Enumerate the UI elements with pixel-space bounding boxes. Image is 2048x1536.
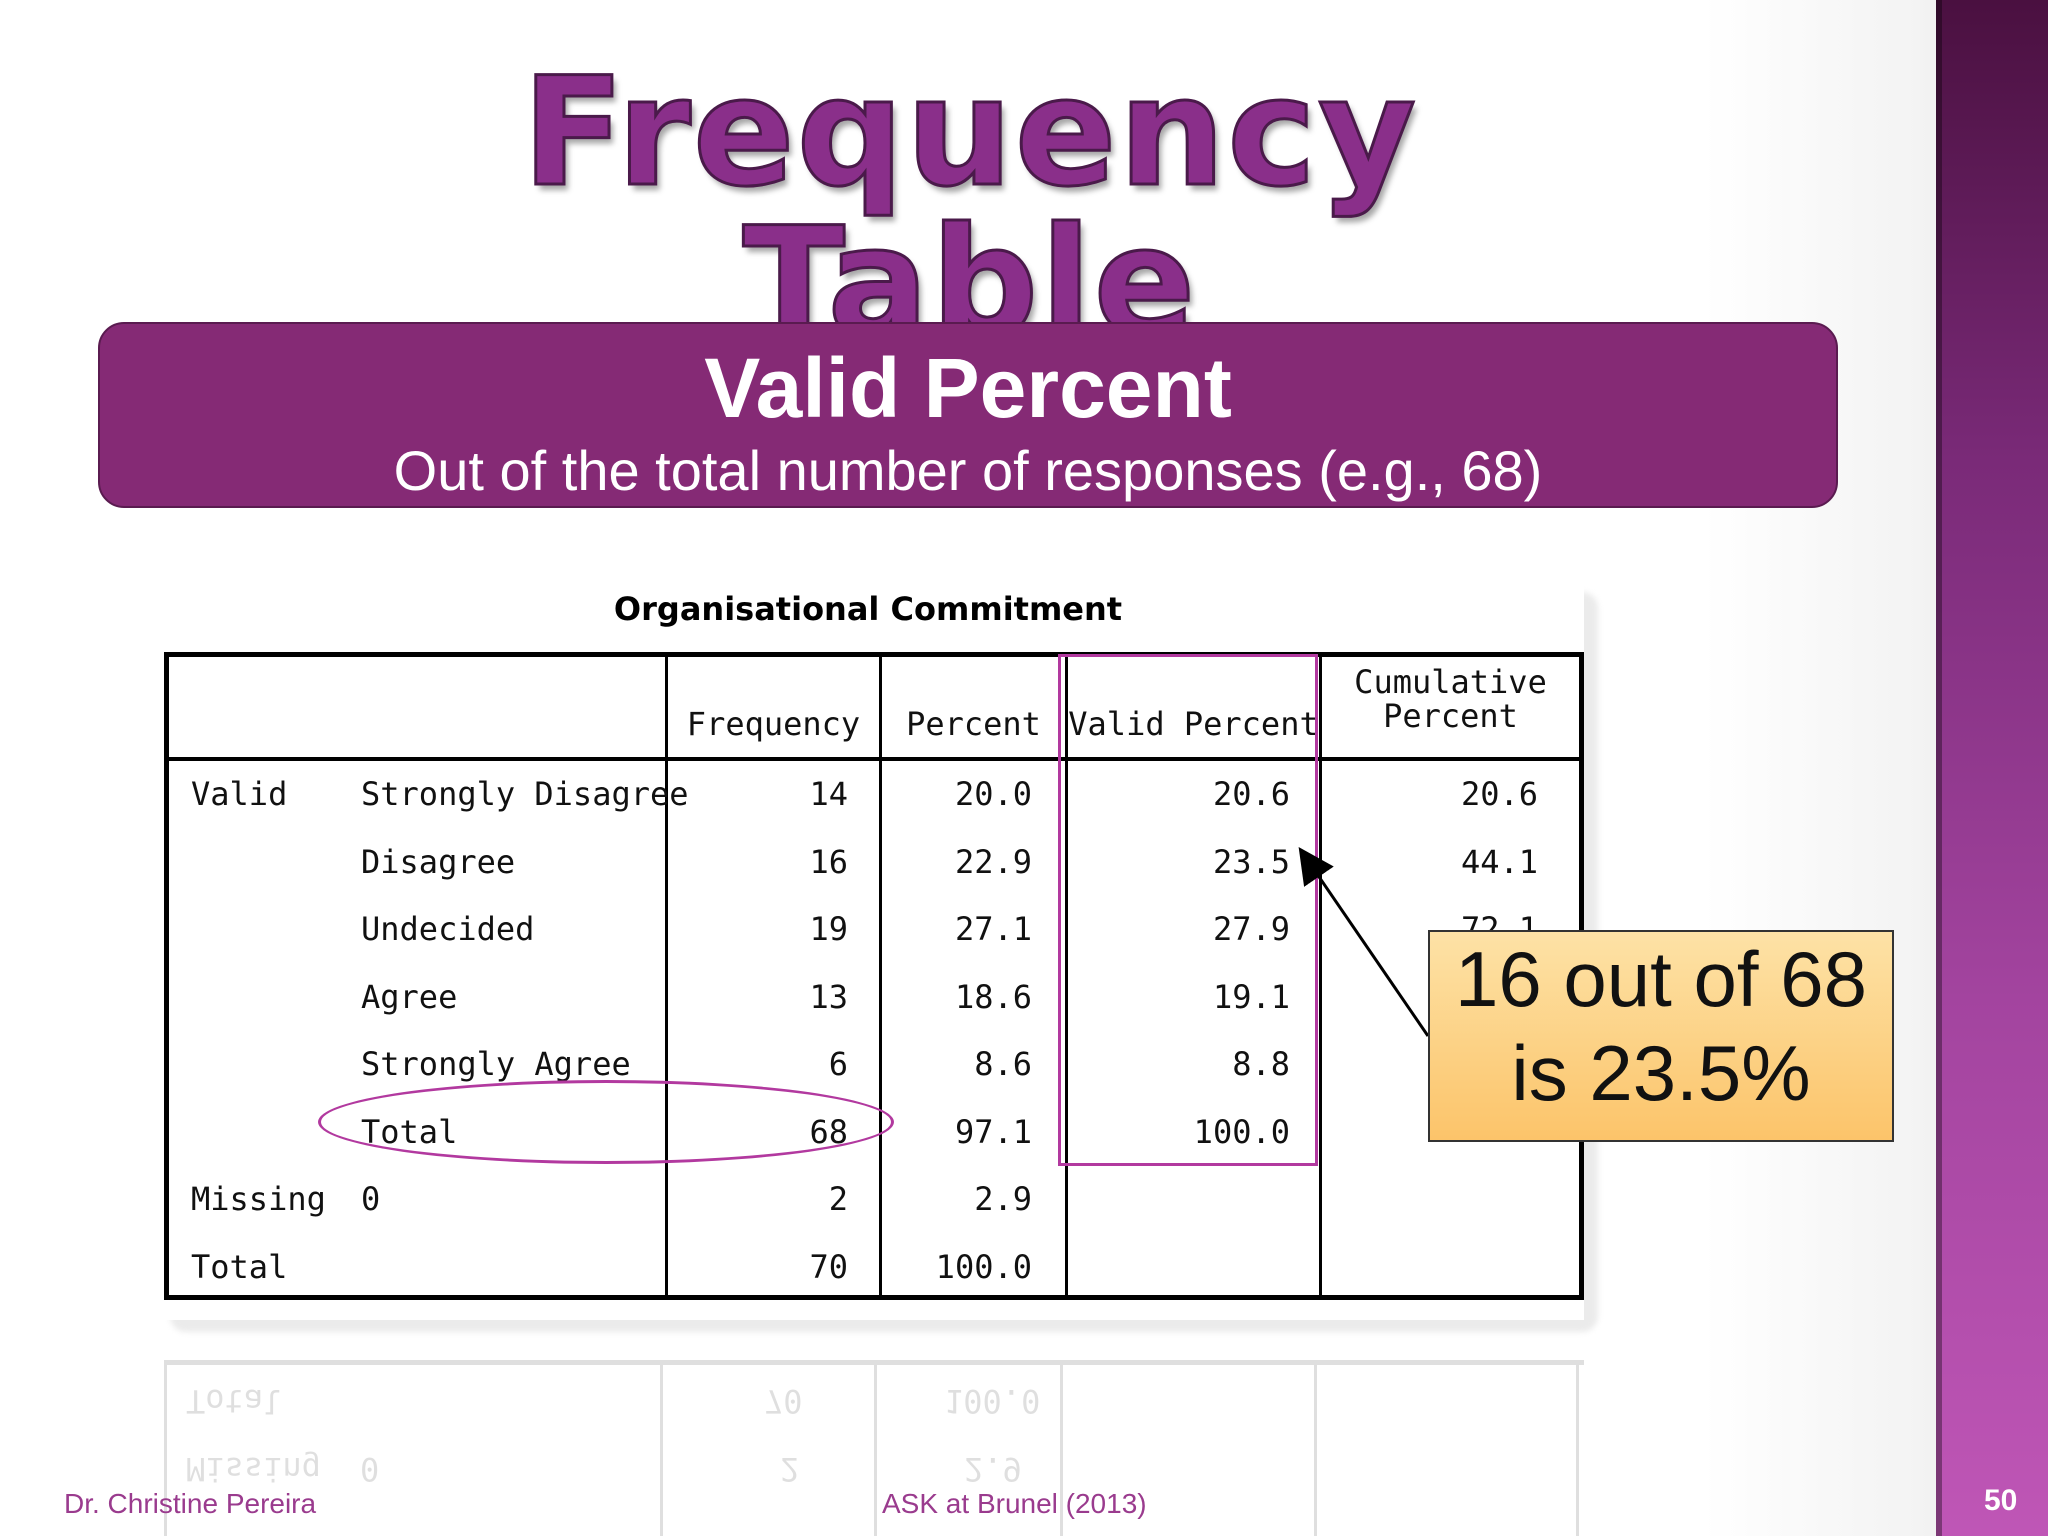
cell-label: Agree bbox=[361, 977, 458, 1016]
cell-cumulative-percent bbox=[1322, 1174, 1538, 1224]
cell-valid-percent: 27.9 bbox=[1212, 910, 1290, 948]
header-cumulative-line2: Percent bbox=[1383, 697, 1518, 735]
cell-valid-percent: 23.5 bbox=[1212, 842, 1290, 881]
cell-label: 0 bbox=[361, 1180, 381, 1218]
cell-cumulative-percent: 44.1 bbox=[1460, 842, 1538, 881]
reflection-total-frequency: 70 bbox=[764, 1382, 803, 1420]
reflection-missing-frequency: 2 bbox=[780, 1450, 800, 1488]
header-cumulative-percent: Cumulative Percent bbox=[1322, 657, 1579, 757]
cell-percent: 18.6 bbox=[954, 977, 1032, 1016]
cell-group bbox=[191, 1039, 351, 1089]
cell-valid-percent: 19.1 bbox=[1212, 977, 1290, 1016]
reflection-total-label: Total bbox=[186, 1382, 283, 1420]
cell-group bbox=[191, 972, 351, 1022]
cell-percent: 97.1 bbox=[954, 1112, 1032, 1151]
cell-percent: 20.0 bbox=[954, 775, 1032, 813]
callout-line1: 16 out of 68 bbox=[1454, 935, 1867, 1023]
cell-percent: 27.1 bbox=[954, 910, 1032, 948]
reflection-missing-percent: 2.9 bbox=[964, 1450, 1022, 1488]
cell-valid-percent: 100.0 bbox=[1193, 1112, 1290, 1151]
cell-cumulative-percent: 20.6 bbox=[1460, 775, 1538, 813]
cell-label: Strongly Disagree bbox=[361, 775, 689, 813]
reflection-total-percent: 100.0 bbox=[944, 1382, 1041, 1420]
banner-title: Valid Percent bbox=[704, 341, 1232, 435]
total-row-highlight-ellipse bbox=[318, 1080, 894, 1164]
header-frequency: Frequency bbox=[686, 705, 861, 743]
cell-label: Strongly Agree bbox=[361, 1045, 631, 1083]
cell-frequency: 13 bbox=[809, 977, 848, 1016]
table-reflection: Total 70 100.0 Missing 0 2 2.9 bbox=[164, 1360, 1584, 1536]
footer-source: ASK at Brunel (2013) bbox=[882, 1488, 1147, 1519]
valid-percent-banner: Valid Percent Out of the total number of… bbox=[98, 322, 1838, 508]
reflection-divider bbox=[164, 1360, 167, 1536]
cell-label bbox=[361, 1242, 661, 1292]
column-divider bbox=[665, 657, 668, 1295]
reflection-missing-label: Missing bbox=[186, 1450, 321, 1488]
reflection-divider bbox=[1314, 1360, 1317, 1536]
table-caption: Organisational Commitment bbox=[613, 590, 1123, 628]
valid-percent-highlight-box bbox=[1058, 654, 1318, 1166]
reflection-divider bbox=[660, 1360, 663, 1536]
header-divider bbox=[169, 757, 1579, 761]
page-number: 50 bbox=[1984, 1484, 2018, 1517]
side-decoration-bar bbox=[1936, 0, 2048, 1536]
footer-author: Dr. Christine Pereira bbox=[64, 1488, 317, 1519]
banner-subtitle: Out of the total number of responses (e.… bbox=[393, 439, 1543, 502]
column-divider bbox=[1065, 657, 1068, 1295]
cell-valid-percent: 20.6 bbox=[1212, 775, 1290, 813]
cell-group: Total bbox=[191, 1247, 288, 1286]
cell-valid-percent bbox=[1068, 1174, 1290, 1224]
cell-valid-percent: 8.8 bbox=[1232, 1045, 1290, 1083]
cell-percent: 100.0 bbox=[935, 1247, 1032, 1286]
reflection-divider bbox=[874, 1360, 877, 1536]
cell-percent: 8.6 bbox=[974, 1045, 1032, 1083]
cell-group: Missing bbox=[191, 1180, 326, 1218]
column-divider bbox=[879, 657, 882, 1295]
cell-group bbox=[191, 837, 351, 887]
reflection-divider bbox=[1060, 1360, 1063, 1536]
header-percent: Percent bbox=[906, 705, 1041, 743]
cell-frequency: 16 bbox=[809, 842, 848, 881]
header-valid-percent: Valid Percent bbox=[1068, 705, 1319, 743]
cell-group bbox=[191, 904, 351, 954]
cell-percent: 22.9 bbox=[954, 842, 1032, 881]
frequency-table: Frequency Percent Valid Percent Cumulati… bbox=[164, 652, 1584, 1300]
cell-frequency: 6 bbox=[828, 1045, 848, 1083]
callout-box: 16 out of 68 is 23.5% bbox=[1428, 930, 1894, 1142]
slide-title: Frequency Table bbox=[521, 46, 1418, 370]
reflection-divider bbox=[1576, 1360, 1579, 1536]
cell-percent: 2.9 bbox=[974, 1180, 1032, 1218]
cell-label: Undecided bbox=[361, 910, 535, 948]
cell-frequency: 2 bbox=[828, 1180, 848, 1218]
callout-line2: is 23.5% bbox=[1511, 1029, 1811, 1117]
reflection-top-border bbox=[164, 1360, 1584, 1365]
cell-valid-percent bbox=[1068, 1242, 1290, 1292]
cell-group: Valid bbox=[191, 775, 288, 813]
cell-frequency: 70 bbox=[809, 1247, 848, 1286]
cell-frequency: 14 bbox=[809, 775, 848, 813]
reflection-missing-value: 0 bbox=[360, 1450, 380, 1488]
cell-cumulative-percent bbox=[1322, 1242, 1538, 1292]
cell-frequency: 19 bbox=[809, 910, 848, 948]
header-cumulative-line1: Cumulative bbox=[1354, 663, 1547, 701]
cell-label: Disagree bbox=[361, 842, 516, 881]
